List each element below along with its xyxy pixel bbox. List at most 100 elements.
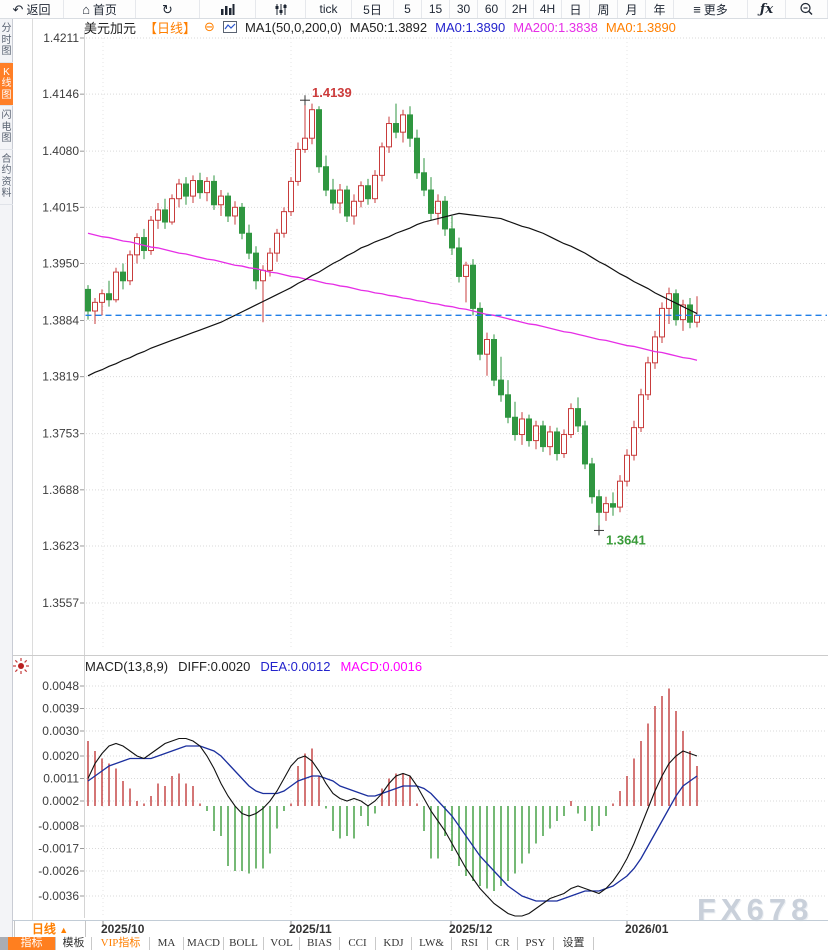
svg-text:1.3884: 1.3884 — [42, 314, 79, 328]
timeframe-15m[interactable]: 15 — [422, 0, 450, 18]
indicator-tab-macd[interactable]: MACD — [184, 937, 224, 950]
side-tab-contract-info[interactable]: 合约资料 — [0, 150, 13, 205]
timeframe-30m[interactable]: 30 — [450, 0, 478, 18]
collapse-pane-icon[interactable]: ⊖ — [204, 19, 215, 34]
gridlines — [80, 37, 826, 925]
svg-text:1.3641: 1.3641 — [606, 532, 646, 547]
chart-type-sidebar: 分时图 K线图 闪电图 合约资料 — [0, 19, 13, 937]
timeframe-2h-label: 2H — [511, 2, 528, 16]
mini-chart-icon — [222, 21, 237, 33]
svg-text:0.0039: 0.0039 — [42, 702, 79, 716]
timeframe-month[interactable]: 月 — [618, 0, 646, 18]
bar-chart-button[interactable] — [200, 0, 256, 18]
fx678-watermark: FX678 — [697, 892, 814, 927]
period-selector-label: 日线 — [31, 922, 56, 936]
timeframe-day-label: 日 — [569, 2, 582, 17]
macd-histogram — [87, 688, 698, 891]
indicator-tab-设置[interactable]: 设置 — [554, 937, 594, 950]
magnifier-minus-icon — [800, 2, 813, 15]
side-tab-kline-chart[interactable]: K线图 — [0, 62, 13, 106]
price-annotations: 1.4139 1.3641 — [300, 85, 646, 547]
timeframe-day[interactable]: 日 — [562, 0, 590, 18]
macd-params-label: MACD(13,8,9) — [85, 659, 169, 674]
svg-text:-0.0017: -0.0017 — [38, 842, 79, 856]
timeframe-30m-label: 30 — [456, 2, 471, 16]
svg-text:1.3557: 1.3557 — [42, 596, 79, 610]
svg-text:1.3688: 1.3688 — [42, 483, 79, 497]
svg-text:-0.0008: -0.0008 — [38, 819, 79, 833]
svg-text:1.3753: 1.3753 — [42, 427, 79, 441]
timeframe-2h[interactable]: 2H — [506, 0, 534, 18]
timeframe-tick[interactable]: tick — [306, 0, 352, 18]
fx-indicator-button[interactable]: ƒx — [748, 0, 786, 18]
back-button[interactable]: ↶ 返回 — [0, 0, 64, 18]
macd-diff-value: DIFF:0.0020 — [178, 659, 251, 674]
more-button-label: 更多 — [703, 2, 728, 17]
indicator-tab-模板[interactable]: 模板 — [56, 937, 92, 950]
bar-chart-icon — [221, 3, 235, 15]
sliders-icon — [275, 3, 286, 15]
timeframe-15m-label: 15 — [428, 2, 443, 16]
chart-title-bar: 美元加元 【日线】 ⊖ MA1(50,0,200,0) MA50:1.3892 … — [84, 19, 676, 36]
timeframe-month-label: 月 — [625, 2, 638, 17]
ma0-blue-value: MA0:1.3890 — [435, 19, 506, 35]
home-button-label: 首页 — [92, 2, 117, 17]
timeframe-year-label: 年 — [653, 2, 666, 17]
indicator-tab-vol[interactable]: VOL — [264, 937, 300, 950]
macd-macd-value: MACD:0.0016 — [340, 659, 423, 674]
y-axis-labels: 1.4211 1.4146 1.4080 1.4015 1.3950 1.3884 1.38… — [38, 31, 79, 903]
indicator-tab-psy[interactable]: PSY — [518, 937, 554, 950]
svg-text:1.4080: 1.4080 — [42, 144, 79, 158]
indicator-settings-sun-icon[interactable] — [12, 657, 30, 675]
indicator-tab-vip指标[interactable]: VIP指标 — [92, 937, 150, 950]
ma-lines-layer — [87, 212, 698, 377]
refresh-icon: ↻ — [162, 1, 173, 17]
more-button[interactable]: ≡ 更多 — [674, 0, 748, 18]
indicator-tab-cci[interactable]: CCI — [340, 937, 376, 950]
indicator-tab-kdj[interactable]: KDJ — [376, 937, 412, 950]
indicator-tab-boll[interactable]: BOLL — [224, 937, 264, 950]
indicator-tab-bar: 指标 模板 VIP指标 MA MACD BOLL VOL BIAS CCI KDJ LW& RSI CR… — [0, 937, 828, 950]
chevron-up-icon: ▲ — [59, 925, 69, 935]
timeframe-4h[interactable]: 4H — [534, 0, 562, 18]
indicator-settings-button[interactable] — [256, 0, 306, 18]
side-tab-time-chart[interactable]: 分时图 — [0, 19, 13, 63]
indicator-tab-lw&[interactable]: LW& — [412, 937, 452, 950]
x-axis-label: 2025/10 — [101, 922, 145, 936]
timeframe-5m[interactable]: 5 — [394, 0, 422, 18]
indicator-tab-指标[interactable]: 指标 — [8, 937, 56, 950]
svg-text:1.3950: 1.3950 — [42, 256, 79, 270]
timeframe-5d[interactable]: 5日 — [352, 0, 394, 18]
menu-icon: ≡ — [693, 1, 701, 17]
x-axis-date-row: 日线 ▲ 2025/10 2025/11 2025/12 2026/01 — [0, 920, 828, 938]
side-tab-lightning-chart[interactable]: 闪电图 — [0, 106, 13, 150]
period-tag: 【日线】 — [144, 20, 197, 36]
timeframe-60m[interactable]: 60 — [478, 0, 506, 18]
svg-text:0.0002: 0.0002 — [42, 794, 79, 808]
timeframe-week-label: 周 — [597, 2, 610, 17]
timeframe-year[interactable]: 年 — [646, 0, 674, 18]
svg-text:1.4146: 1.4146 — [42, 87, 79, 101]
indicator-tab-rsi[interactable]: RSI — [452, 937, 488, 950]
svg-text:-0.0026: -0.0026 — [38, 864, 79, 878]
zoom-out-button[interactable] — [786, 0, 828, 18]
macd-lines — [87, 737, 698, 917]
svg-text:0.0048: 0.0048 — [42, 679, 79, 693]
indicator-tab-cr[interactable]: CR — [488, 937, 518, 950]
svg-text:1.4139: 1.4139 — [312, 85, 352, 100]
indicator-tab-ma[interactable]: MA — [150, 937, 184, 950]
ma50-value: MA50:1.3892 — [349, 19, 428, 35]
frame-lines — [13, 19, 828, 920]
timeframe-week[interactable]: 周 — [590, 0, 618, 18]
top-toolbar: ↶ 返回 ⌂ 首页 ↻ tick 5日 5 15 30 60 2H 4H 日周月年 ≡ 更多 ƒx — [0, 0, 828, 19]
x-axis-label: 2025/12 — [449, 922, 493, 936]
refresh-button[interactable]: ↻ — [136, 0, 200, 18]
home-button[interactable]: ⌂ 首页 — [64, 0, 136, 18]
x-axis-label: 2025/11 — [289, 922, 332, 936]
indicator-tab-bias[interactable]: BIAS — [300, 937, 340, 950]
period-selector[interactable]: 日线 ▲ — [14, 921, 86, 937]
macd-title-bar: MACD(13,8,9) DIFF:0.0020 DEA:0.0012 MACD… — [85, 659, 422, 674]
timeframe-tick-label: tick — [319, 2, 338, 16]
